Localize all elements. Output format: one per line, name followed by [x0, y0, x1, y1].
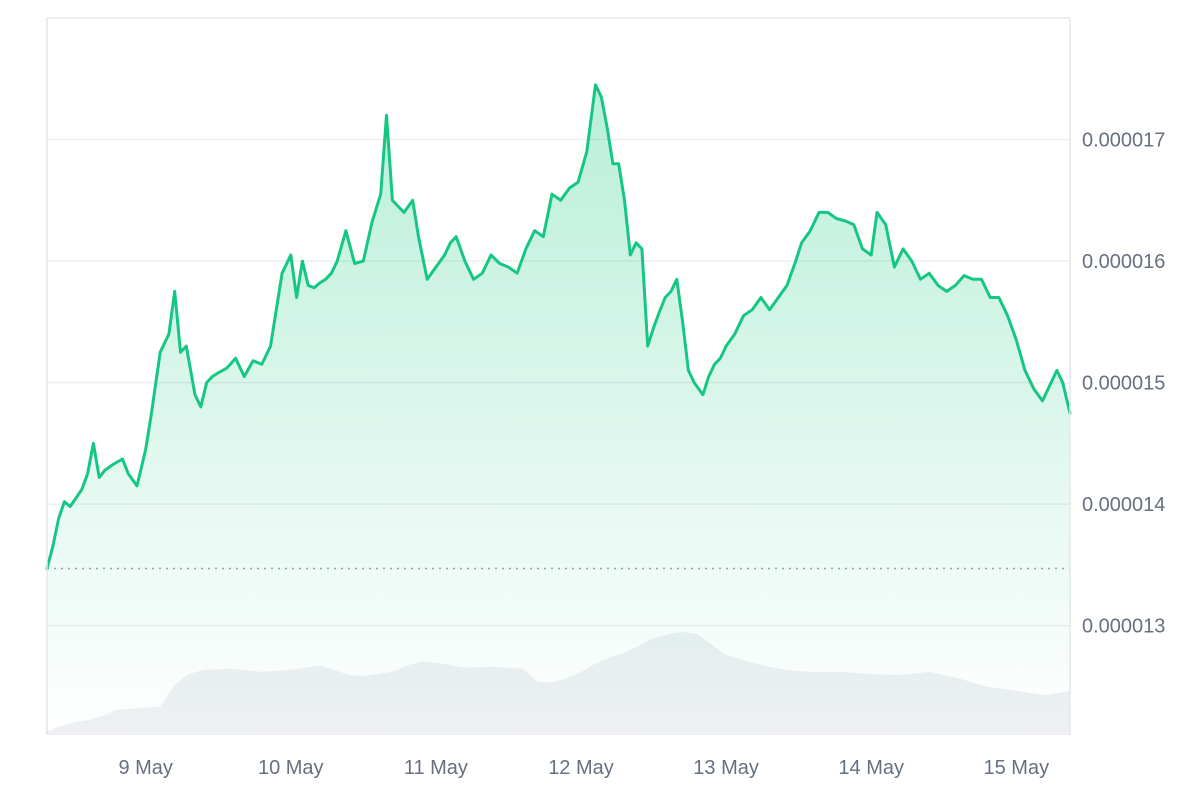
y-axis-ticks: 0.000013 0.000014 0.000015 0.000016 0.000017	[1082, 130, 1165, 638]
price-area-fill	[47, 84, 1070, 736]
y-tick-label: 0.000014	[1082, 494, 1165, 516]
plot-frame	[46, 17, 1071, 735]
y-tick-label: 0.000016	[1082, 251, 1165, 273]
x-tick-label: 9 May	[118, 757, 172, 779]
price-line	[45, 83, 1072, 570]
x-tick-label: 12 May	[548, 757, 614, 779]
y-tick-label: 0.000013	[1082, 616, 1165, 638]
x-tick-label: 14 May	[838, 757, 904, 779]
price-area	[45, 83, 1072, 736]
x-axis-ticks: 9 May 10 May 11 May 12 May 13 May 14 May 15 Ma…	[118, 757, 1049, 779]
y-tick-label: 0.000015	[1082, 373, 1165, 395]
x-tick-label: 15 May	[984, 757, 1050, 779]
x-tick-label: 11 May	[404, 757, 468, 779]
x-tick-label: 10 May	[258, 757, 324, 779]
y-tick-label: 0.000017	[1082, 130, 1165, 152]
x-tick-label: 13 May	[693, 757, 759, 779]
